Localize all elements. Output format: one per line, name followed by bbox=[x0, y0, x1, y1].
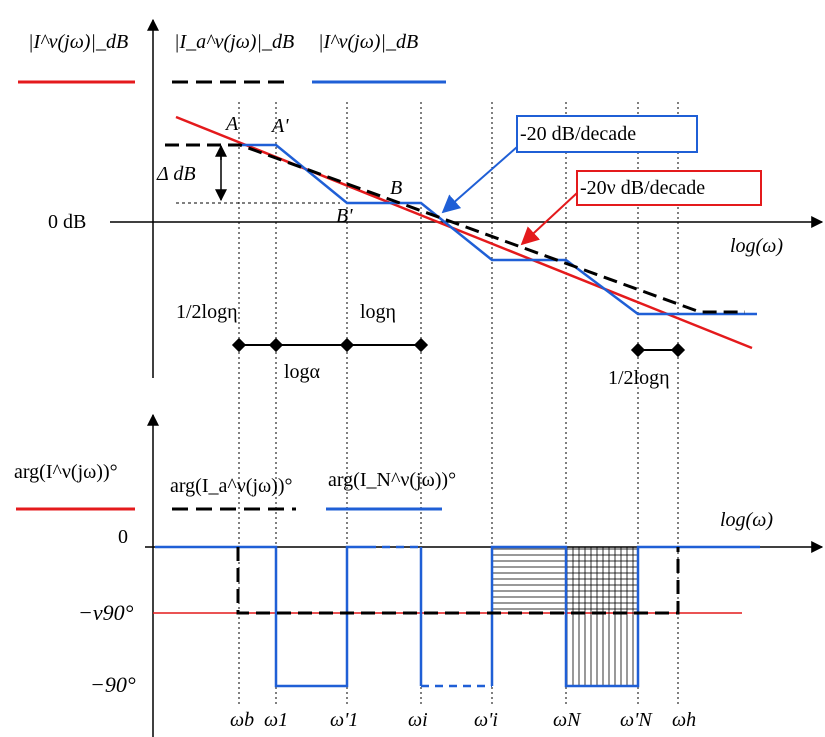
blue-slope-label: -20 dB/decade bbox=[520, 123, 636, 145]
x-label-omega-n: ωN bbox=[553, 709, 582, 731]
blue-magnitude-staircase bbox=[240, 143, 757, 316]
legend-label: |I^ν(jω)|_dB bbox=[28, 31, 128, 53]
y-label-90: −90° bbox=[90, 672, 136, 697]
log-alpha-label: logα bbox=[284, 361, 321, 383]
x-label-omega-prime-i: ω'i bbox=[474, 709, 498, 731]
y-label-nu90: −ν90° bbox=[78, 600, 134, 625]
x-label-omega-prime-1: ω'1 bbox=[330, 709, 358, 731]
bottom-legend-black: arg(I_a^ν(jω))° bbox=[170, 475, 296, 511]
half-log-eta-left-label: 1/2logη bbox=[176, 301, 238, 323]
blue-phase-steps bbox=[155, 545, 368, 688]
point-a-prime-label: A' bbox=[270, 115, 289, 137]
legend-label: |I_a^ν(jω)|_dB bbox=[174, 31, 294, 53]
delta-db-label: Δ dB bbox=[156, 163, 196, 185]
top-xlabel: log(ω) bbox=[730, 235, 783, 257]
half-log-eta-right-label: 1/2logη bbox=[608, 367, 670, 389]
x-label-omega-1: ω1 bbox=[264, 709, 288, 731]
red-slope-arrow bbox=[520, 192, 578, 246]
red-slope-label: -20ν dB/decade bbox=[580, 177, 705, 199]
x-label-omega-i: ωi bbox=[408, 709, 428, 731]
legend-label: |I^ν(jω)|_dB bbox=[318, 31, 418, 53]
top-legend-red: |I^ν(jω)|_dB bbox=[18, 31, 135, 84]
bottom-xlabel: log(ω) bbox=[720, 509, 773, 531]
y-label-zero: 0 bbox=[118, 526, 128, 548]
point-b-prime-label: B' bbox=[336, 205, 353, 227]
black-dashed-phase bbox=[236, 547, 680, 615]
interval-dimensions bbox=[231, 337, 686, 358]
blue-slope-box bbox=[516, 115, 698, 153]
x-label-omega-h: ωh bbox=[672, 709, 696, 731]
hatch-vertical bbox=[566, 547, 638, 686]
bottom-legend-blue: arg(I_N^ν(jω))° bbox=[326, 469, 456, 511]
black-dashed-magnitude bbox=[165, 143, 745, 314]
x-label-omega-prime-n: ω'N bbox=[620, 709, 653, 731]
legend-label: arg(I_N^ν(jω))° bbox=[328, 469, 456, 491]
legend-label: arg(I^ν(jω))° bbox=[14, 461, 118, 483]
top-legend-blue: |I^ν(jω)|_dB bbox=[312, 31, 446, 84]
point-b-label: B bbox=[390, 177, 402, 199]
x-label-omega-b: ωb bbox=[230, 709, 254, 731]
bottom-legend-red: arg(I^ν(jω))° bbox=[14, 461, 135, 511]
blue-slope-arrow bbox=[441, 146, 518, 214]
zero-db-label: 0 dB bbox=[48, 211, 86, 233]
red-slope-box bbox=[576, 170, 762, 206]
blue-phase-steps-right bbox=[490, 545, 760, 688]
log-eta-label: logη bbox=[360, 301, 396, 323]
legend-label: arg(I_a^ν(jω))° bbox=[170, 475, 293, 497]
top-legend-black: |I_a^ν(jω)|_dB bbox=[172, 31, 294, 84]
point-a-label: A bbox=[224, 113, 239, 135]
top-plot: |I^ν(jω)|_dB |I_a^ν(jω)|_dB |I^ν(jω)|_dB… bbox=[18, 18, 824, 389]
bottom-plot: arg(I^ν(jω))° arg(I_a^ν(jω))° arg(I_N^ν(… bbox=[14, 413, 824, 737]
